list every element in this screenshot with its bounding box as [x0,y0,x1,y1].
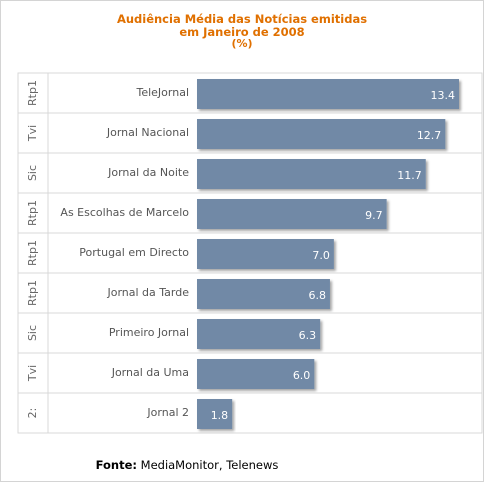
bar [197,319,321,349]
bar-value-label: 7.0 [312,249,330,262]
source-footer: Fonte: MediaMonitor, Telenews [1,458,373,472]
category-label: Jornal da Tarde [106,286,189,299]
bar-value-label: 9.7 [365,209,383,222]
channel-label: Tvi [26,125,39,142]
channel-label: 2: [26,408,39,419]
bar [197,159,426,189]
bar-value-label: 11.7 [397,169,422,182]
bar [197,279,330,309]
bar-value-label: 12.7 [417,129,442,142]
source-value: MediaMonitor, Telenews [140,458,279,472]
category-label: Portugal em Directo [79,246,189,259]
channel-label: Rtp1 [26,200,39,226]
source-label: Fonte: [95,458,137,472]
category-label: Jornal 2 [146,406,189,419]
bar-value-label: 1.8 [211,409,229,422]
channel-label: Tvi [26,365,39,382]
bar-value-label: 13.4 [431,89,456,102]
channel-label: Sic [26,165,39,181]
chart-title-unit: (%) [231,37,253,50]
channel-label: Rtp1 [26,240,39,266]
bar [197,199,387,229]
plot-border [17,72,483,434]
category-label: TeleJornal [135,86,189,99]
channel-label: Rtp1 [26,80,39,106]
bar-value-label: 6.8 [308,289,326,302]
bar [197,79,459,109]
category-label: Primeiro Jornal [109,326,189,339]
channel-label: Rtp1 [26,280,39,306]
bar [197,239,334,269]
chart-title-line-1: Audiência Média das Notícias emitidas [116,12,368,26]
bar [197,359,315,389]
channel-label: Sic [26,325,39,341]
bar [197,399,233,429]
category-label: Jornal da Noite [107,166,189,179]
bar-value-label: 6.0 [293,369,311,382]
bar-value-label: 6.3 [299,329,317,342]
category-label: As Escolhas de Marcelo [60,206,189,219]
category-label: Jornal Nacional [106,126,189,139]
bar [197,119,446,149]
chart-title-line-2: em Janeiro de 2008 [179,25,305,39]
category-label: Jornal da Uma [111,366,189,379]
